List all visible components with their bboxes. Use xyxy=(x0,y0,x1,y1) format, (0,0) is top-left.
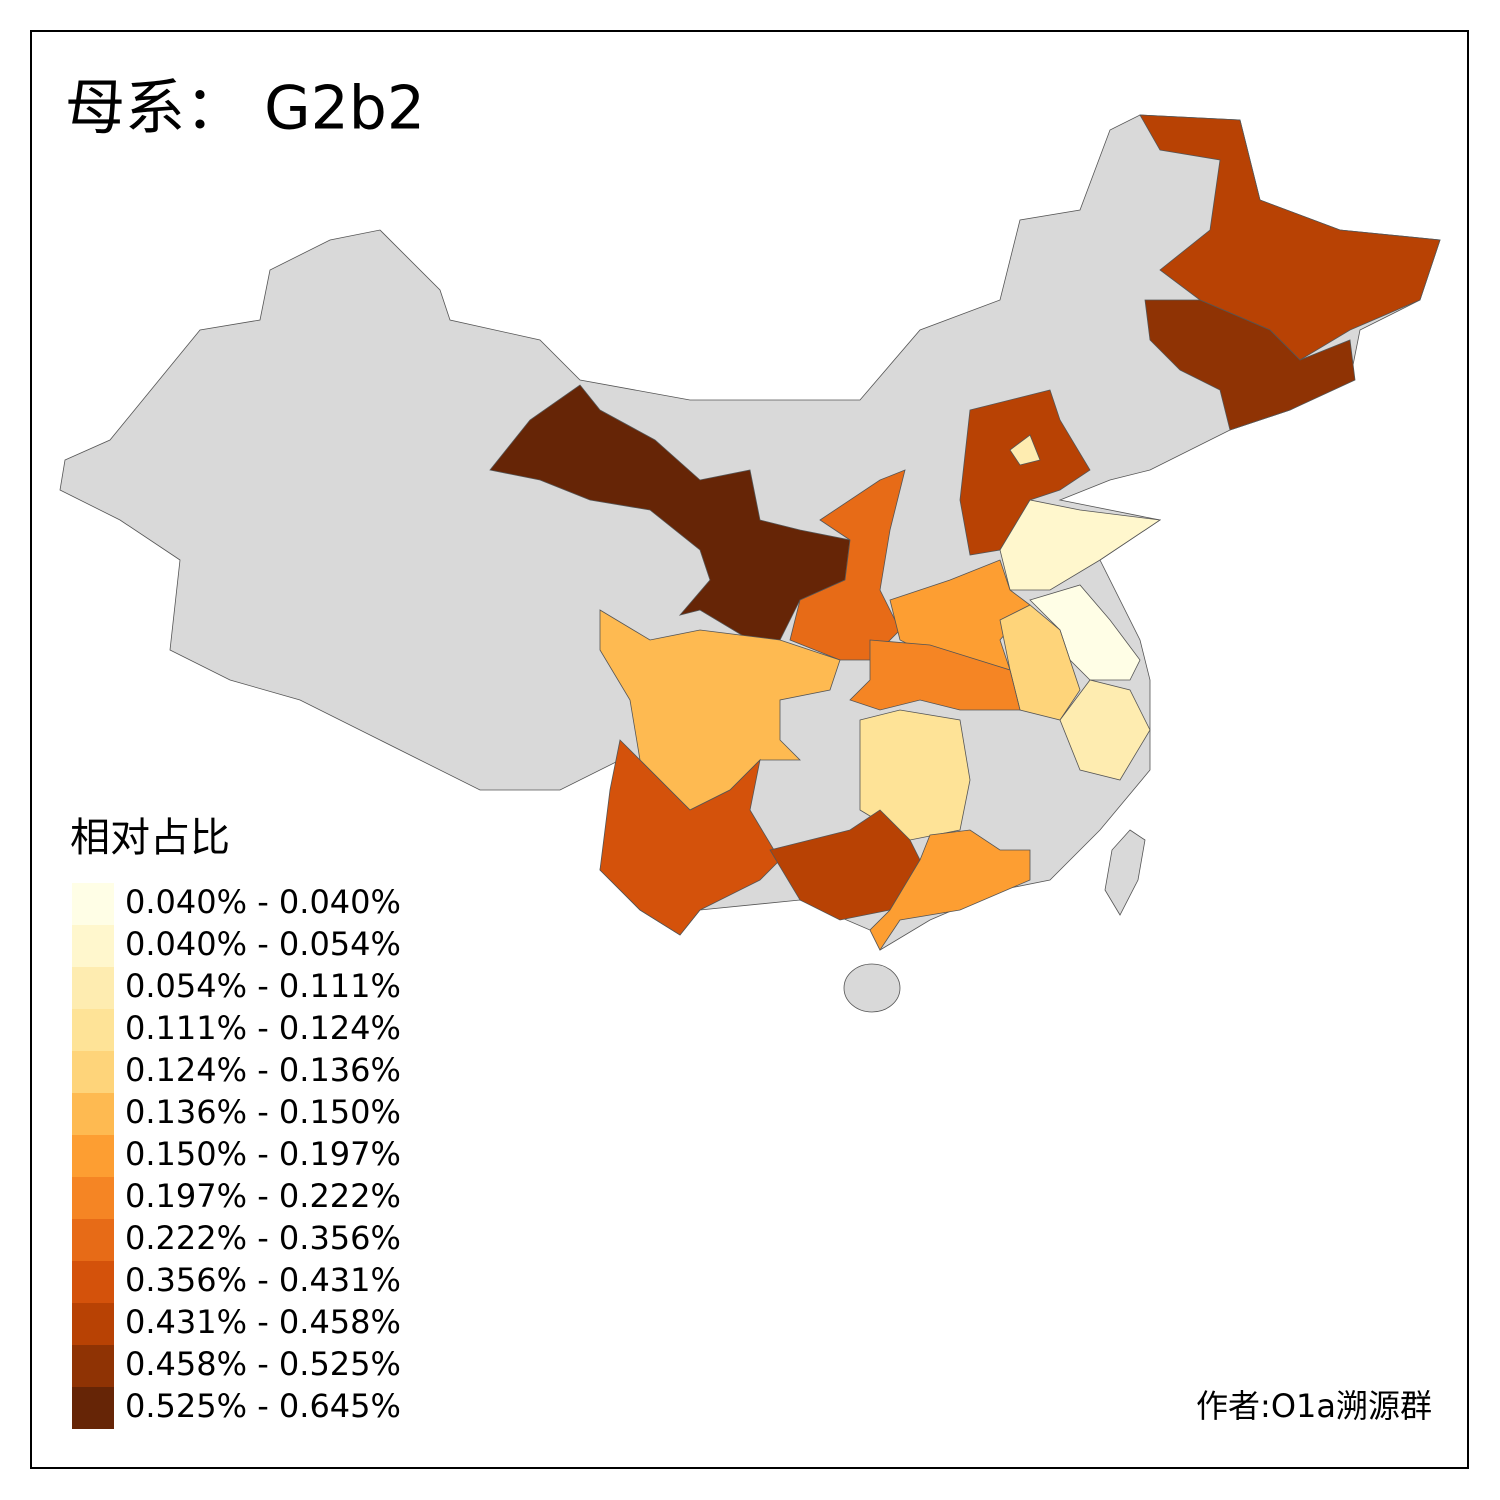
region xyxy=(859,709,971,841)
legend-label: 0.150% - 0.197% xyxy=(125,1135,401,1173)
legend-label: 0.458% - 0.525% xyxy=(125,1345,401,1383)
legend-label: 0.040% - 0.040% xyxy=(125,883,401,921)
region xyxy=(599,739,781,936)
legend-label: 0.431% - 0.458% xyxy=(125,1303,401,1341)
legend: 0.040% - 0.040% 0.040% - 0.054% 0.054% - 0… xyxy=(72,883,401,1429)
region xyxy=(849,639,1021,711)
legend-swatch xyxy=(72,1135,114,1177)
legend-label: 0.525% - 0.645% xyxy=(125,1387,401,1425)
region xyxy=(999,499,1162,591)
legend-label: 0.040% - 0.054% xyxy=(125,925,401,963)
region xyxy=(869,829,1031,951)
legend-swatch xyxy=(72,883,114,925)
legend-swatch xyxy=(72,1051,114,1093)
map xyxy=(59,114,1441,1013)
region xyxy=(959,389,1091,556)
legend-swatch xyxy=(72,1261,114,1303)
region xyxy=(1009,434,1041,466)
legend-swatch xyxy=(72,925,114,967)
legend-swatch xyxy=(72,1219,114,1261)
legend-label: 0.054% - 0.111% xyxy=(125,967,401,1005)
region xyxy=(1059,679,1151,781)
island xyxy=(1104,829,1146,916)
map-title: 母系： G2b2 xyxy=(65,74,425,144)
region xyxy=(599,609,841,811)
legend-label: 0.197% - 0.222% xyxy=(125,1177,401,1215)
legend-swatch xyxy=(72,1009,114,1051)
legend-swatch xyxy=(72,1387,114,1429)
legend-title: 相对占比 xyxy=(70,815,230,861)
legend-label: 0.222% - 0.356% xyxy=(125,1219,401,1257)
legend-label: 0.124% - 0.136% xyxy=(125,1051,401,1089)
credit: 作者:O1a溯源群 xyxy=(1196,1387,1432,1425)
region xyxy=(1144,299,1356,431)
legend-swatch xyxy=(72,1303,114,1345)
legend-label: 0.111% - 0.124% xyxy=(125,1009,401,1047)
island xyxy=(843,963,901,1013)
legend-label: 0.136% - 0.150% xyxy=(125,1093,401,1131)
legend-label: 0.356% - 0.431% xyxy=(125,1261,401,1299)
legend-swatch xyxy=(72,1093,114,1135)
legend-swatch xyxy=(72,1177,114,1219)
legend-swatch xyxy=(72,967,114,1009)
legend-swatch xyxy=(72,1345,114,1387)
